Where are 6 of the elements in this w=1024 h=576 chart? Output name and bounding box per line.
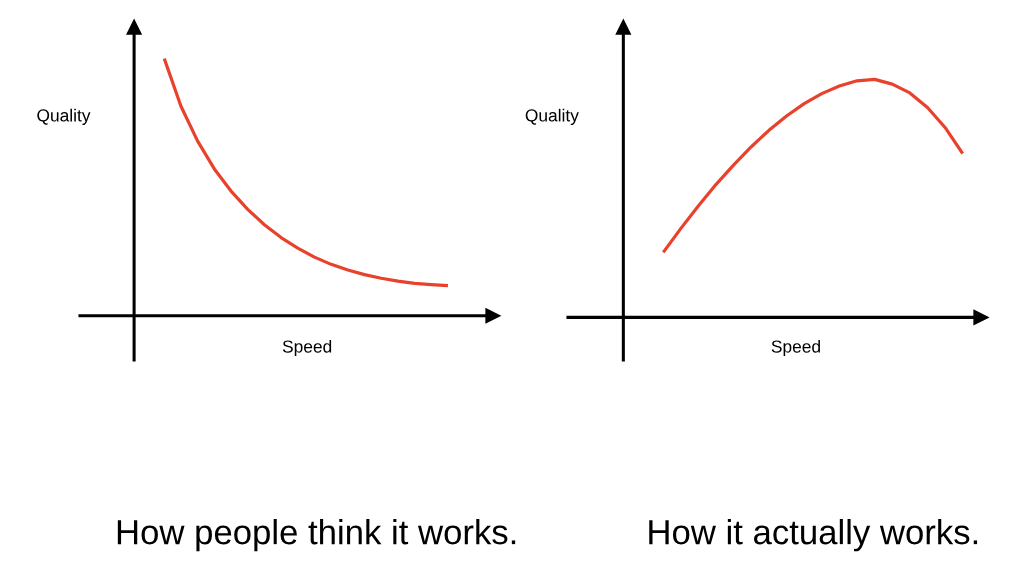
y-axis-title: Quality — [525, 108, 579, 125]
x-axis-title: Speed — [282, 339, 332, 357]
x-axis-title: Speed — [771, 339, 820, 357]
y-axis-title: Quality — [37, 108, 91, 125]
text: How it actually works. — [649, 518, 978, 552]
text: How people think it works. — [117, 518, 516, 552]
